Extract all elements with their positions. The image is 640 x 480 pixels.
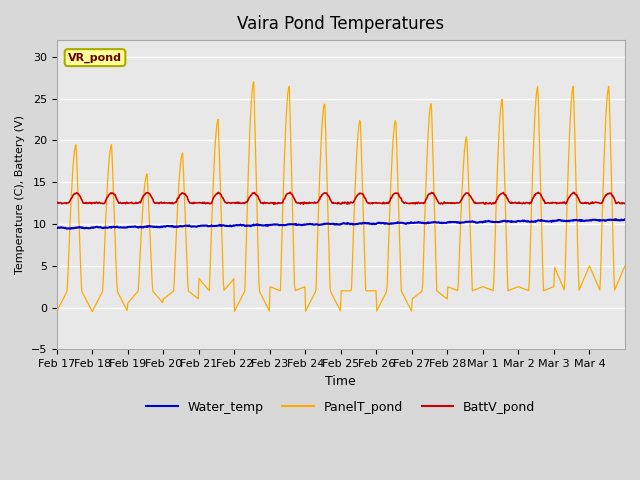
Title: Vaira Pond Temperatures: Vaira Pond Temperatures	[237, 15, 444, 33]
X-axis label: Time: Time	[326, 374, 356, 387]
Text: VR_pond: VR_pond	[68, 52, 122, 63]
Legend: Water_temp, PanelT_pond, BattV_pond: Water_temp, PanelT_pond, BattV_pond	[141, 396, 540, 419]
Y-axis label: Temperature (C), Battery (V): Temperature (C), Battery (V)	[15, 115, 25, 274]
